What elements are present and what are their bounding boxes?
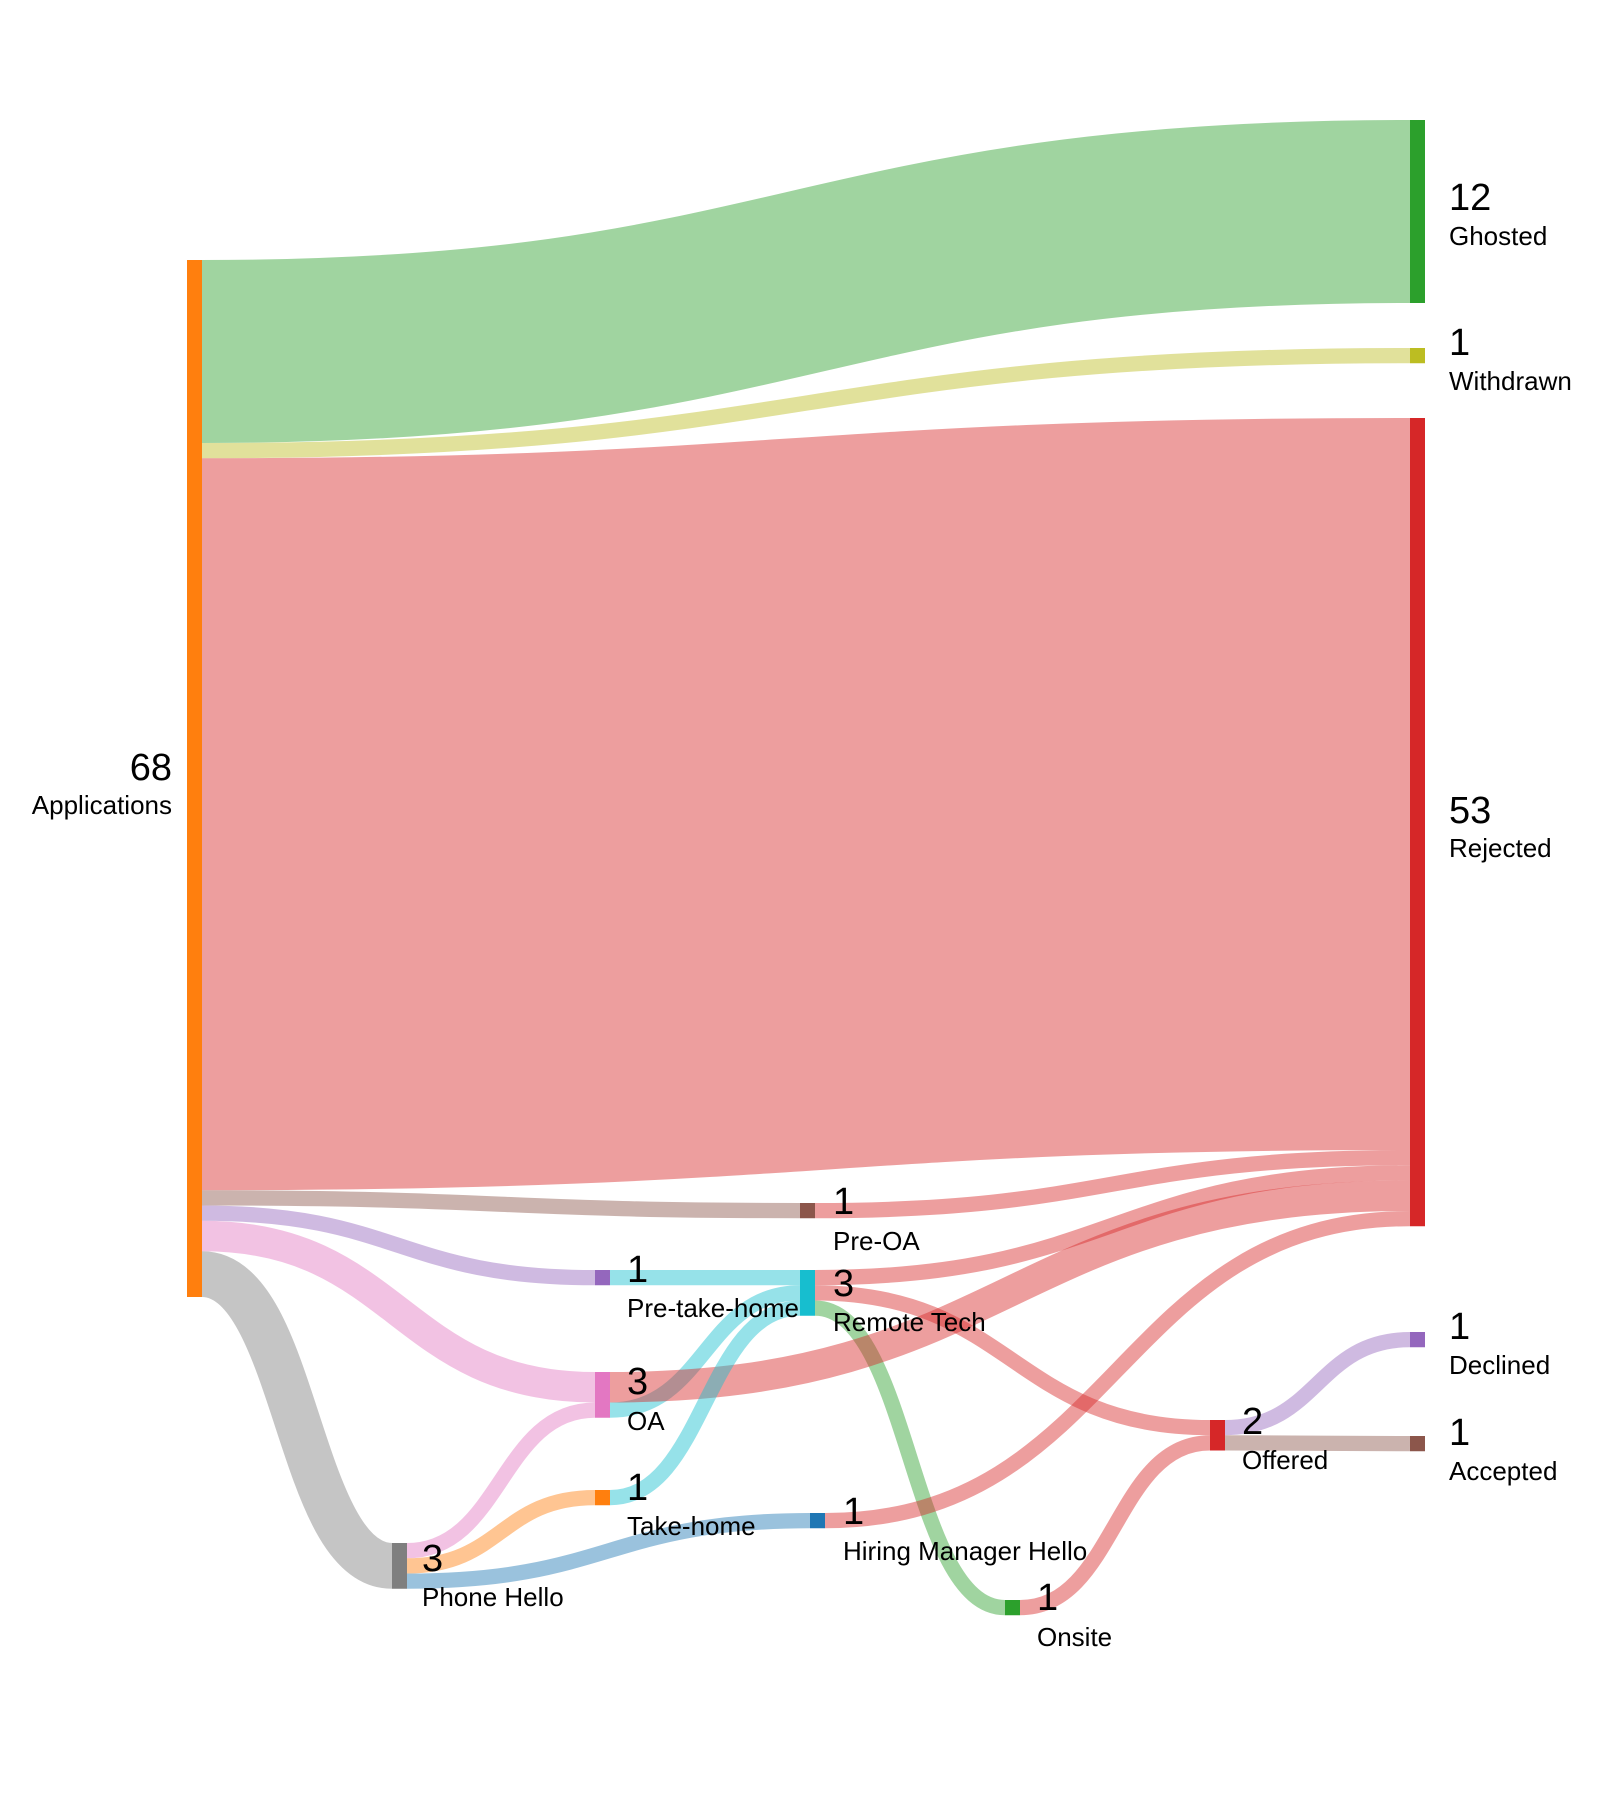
- link-phone_hello-to-take_home: [406, 1490, 596, 1574]
- hiring-manager-hello-label: Hiring Manager Hello: [843, 1536, 1087, 1566]
- link-oa-to-rejected: [609, 1180, 1411, 1403]
- node-label-pre-oa: 1 Pre-OA: [833, 1181, 920, 1256]
- node-label-phone-hello: 3 Phone Hello: [422, 1538, 564, 1612]
- node-bar-rejected: [1410, 418, 1425, 1227]
- link-take_home-to-remote_tech: [609, 1300, 801, 1506]
- node-bar-hiring-manager-hello: [810, 1513, 825, 1529]
- link-applications-to-pre_oa: [201, 1190, 801, 1219]
- node-bar-take-home: [595, 1490, 610, 1506]
- node-bar-pre-oa: [800, 1203, 815, 1219]
- node-label-offered: 2 Offered: [1242, 1401, 1328, 1475]
- node-label-withdrawn: 1 Withdrawn: [1449, 322, 1572, 396]
- pre-oa-value: 1: [833, 1181, 854, 1223]
- node-bar-accepted: [1410, 1436, 1425, 1452]
- accepted-value: 1: [1449, 1412, 1470, 1454]
- node-label-applications: 68 Applications: [32, 747, 172, 820]
- link-offered-to-declined: [1224, 1332, 1411, 1436]
- link-phone_hello-to-oa: [406, 1402, 596, 1559]
- node-bar-ghosted: [1410, 120, 1425, 303]
- link-applications-to-withdrawn: [201, 348, 1411, 459]
- withdrawn-value: 1: [1449, 322, 1470, 364]
- link-remote_tech-to-offered: [814, 1285, 1211, 1436]
- pre-oa-label: Pre-OA: [833, 1226, 920, 1256]
- sankey-nodes: [187, 120, 1425, 1616]
- link-remote_tech-to-rejected: [814, 1165, 1411, 1286]
- node-label-take-home: 1 Take-home: [627, 1467, 756, 1541]
- node-bar-offered: [1210, 1420, 1225, 1451]
- node-bar-onsite: [1005, 1600, 1020, 1616]
- ghosted-label: Ghosted: [1449, 221, 1547, 251]
- link-applications-to-phone_hello: [199, 1251, 395, 1589]
- onsite-label: Onsite: [1037, 1622, 1112, 1652]
- offered-value: 2: [1242, 1401, 1263, 1443]
- node-bar-declined: [1410, 1332, 1425, 1348]
- node-bar-oa: [595, 1372, 610, 1418]
- link-applications-to-pre_take_home: [201, 1205, 596, 1286]
- link-phone_hello-to-hiring_manager_hello: [406, 1513, 811, 1589]
- ghosted-value: 12: [1449, 177, 1491, 219]
- node-bar-withdrawn: [1410, 348, 1425, 364]
- link-hiring_manager_hello-to-rejected: [824, 1211, 1411, 1529]
- link-applications-to-rejected: [201, 418, 1411, 1191]
- onsite-value: 1: [1037, 1577, 1058, 1619]
- declined-label: Declined: [1449, 1350, 1550, 1380]
- node-label-oa: 3 OA: [627, 1361, 665, 1436]
- node-label-accepted: 1 Accepted: [1449, 1412, 1557, 1486]
- node-label-ghosted: 12 Ghosted: [1449, 177, 1547, 251]
- link-oa-to-remote_tech: [609, 1285, 801, 1418]
- link-remote_tech-to-onsite: [814, 1300, 1006, 1616]
- node-label-onsite: 1 Onsite: [1037, 1577, 1112, 1652]
- oa-value: 3: [627, 1361, 648, 1403]
- remote-tech-value: 3: [833, 1263, 854, 1305]
- applications-value: 68: [130, 747, 172, 789]
- link-onsite-to-offered: [1019, 1435, 1211, 1616]
- node-bar-applications: [187, 260, 202, 1297]
- link-offered-to-accepted: [1224, 1435, 1411, 1452]
- pre-take-home-label: Pre-take-home: [627, 1293, 799, 1323]
- accepted-label: Accepted: [1449, 1456, 1557, 1486]
- oa-label: OA: [627, 1406, 665, 1436]
- phone-hello-value: 3: [422, 1538, 443, 1580]
- node-label-rejected: 53 Rejected: [1449, 790, 1552, 863]
- rejected-label: Rejected: [1449, 833, 1552, 863]
- applications-label: Applications: [32, 790, 172, 820]
- declined-value: 1: [1449, 1306, 1470, 1348]
- node-label-declined: 1 Declined: [1449, 1306, 1550, 1380]
- node-label-remote-tech: 3 Remote Tech: [833, 1263, 986, 1337]
- link-applications-to-oa: [201, 1220, 596, 1403]
- node-label-hiring-manager-hello: 1 Hiring Manager Hello: [843, 1491, 1087, 1566]
- phone-hello-label: Phone Hello: [422, 1582, 564, 1612]
- rejected-value: 53: [1449, 790, 1491, 832]
- link-pre_oa-to-rejected: [814, 1150, 1411, 1219]
- withdrawn-label: Withdrawn: [1449, 366, 1572, 396]
- node-bar-remote-tech: [800, 1270, 815, 1316]
- take-home-label: Take-home: [627, 1511, 756, 1541]
- link-applications-to-ghosted: [201, 120, 1411, 443]
- offered-label: Offered: [1242, 1445, 1328, 1475]
- node-bar-phone-hello: [392, 1543, 407, 1589]
- sankey-labels: 68 Applications 12 Ghosted 1 Withdrawn 5…: [32, 177, 1572, 1652]
- sankey-links: [199, 120, 1411, 1616]
- take-home-value: 1: [627, 1467, 648, 1509]
- node-label-pre-take-home: 1 Pre-take-home: [627, 1249, 799, 1323]
- pre-take-home-value: 1: [627, 1249, 648, 1291]
- hiring-manager-hello-value: 1: [843, 1491, 864, 1533]
- node-bar-pre-take-home: [595, 1270, 610, 1286]
- remote-tech-label: Remote Tech: [833, 1307, 986, 1337]
